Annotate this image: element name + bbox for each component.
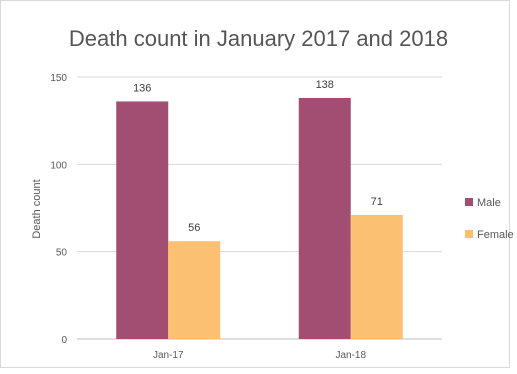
y-axis-label: Death count: [31, 179, 43, 238]
y-axis-ticks: 0 50 100 150: [50, 73, 67, 346]
legend-label-female: Female: [477, 229, 514, 241]
x-tick-label: Jan-17: [153, 350, 184, 361]
bars: [116, 97, 403, 340]
legend-label-male: Male: [477, 197, 501, 209]
x-axis-ticks: Jan-17 Jan-18: [153, 350, 367, 361]
bar-female-jan-17: [168, 241, 221, 339]
y-tick-label: 50: [56, 248, 68, 259]
bar-female-jan-18: [350, 214, 403, 339]
data-label: 71: [371, 196, 383, 208]
data-label: 138: [316, 79, 334, 91]
bar-male-jan-18: [298, 97, 351, 340]
y-tick-label: 100: [50, 160, 67, 171]
y-tick-label: 0: [61, 335, 67, 346]
data-label: 136: [133, 82, 151, 94]
data-labels: 136 56 138 71: [133, 79, 383, 234]
x-tick-label: Jan-18: [335, 350, 366, 361]
chart-title: Death count in January 2017 and 2018: [68, 26, 449, 51]
y-tick-label: 150: [50, 73, 67, 84]
legend: Male Female: [465, 197, 514, 241]
chart-frame: [0, 0, 510, 368]
bar-male-jan-17: [116, 101, 169, 339]
legend-swatch-female: [465, 230, 473, 238]
legend-swatch-male: [465, 198, 473, 206]
data-label: 56: [188, 222, 200, 234]
